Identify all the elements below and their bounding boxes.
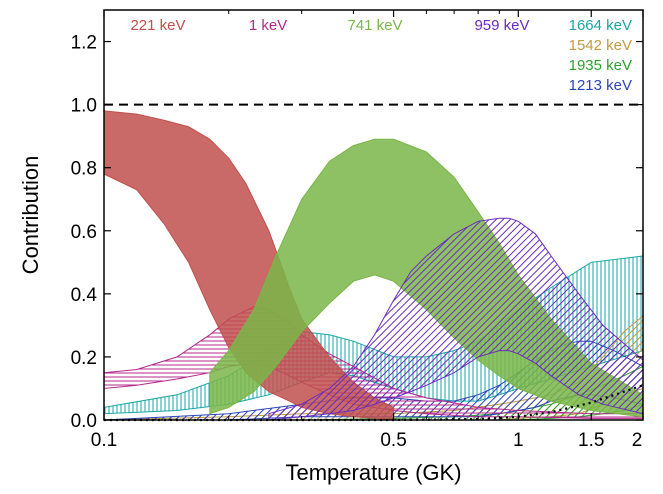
y-tick-label-4: 0.8 (71, 159, 97, 180)
label-959-kev: 959 keV (474, 17, 529, 34)
label-221-kev: 221 keV (130, 17, 185, 34)
y-tick-label-6: 1.2 (71, 33, 97, 54)
label-1664-kev: 1664 keV (569, 17, 632, 34)
series-labels: 221 keV 1 keV 741 keV 959 keV 1664 keV 1542 k… (130, 17, 632, 94)
x-tick-label-0: 0.1 (91, 430, 117, 451)
y-axis-title: Contribution (18, 156, 43, 275)
x-axis-title: Temperature (GK) (285, 460, 461, 485)
label-1-kev: 1 keV (249, 17, 287, 34)
series-areas (103, 110, 644, 421)
label-741-kev: 741 keV (347, 17, 402, 34)
y-tick-label-1: 0.2 (71, 348, 97, 369)
label-1213-kev: 1213 keV (569, 77, 632, 94)
plot-frame (103, 9, 644, 421)
y-tick-label-3: 0.6 (71, 222, 97, 243)
y-tick-label-0: 0.0 (71, 411, 97, 432)
label-1542-kev: 1542 keV (569, 37, 632, 54)
x-tick-label-2: 1 (513, 430, 524, 451)
x-tick-label-4: 2 (632, 430, 643, 451)
y-tick-label-2: 0.4 (71, 285, 98, 306)
axis-ticks: 0.0 0.2 0.4 0.6 0.8 1.0 1.2 0.1 0.5 1 1.5 2 (71, 10, 644, 451)
x-tick-label-1: 0.5 (380, 430, 406, 451)
x-tick-label-3: 1.5 (578, 430, 604, 451)
label-1935-kev: 1935 keV (569, 57, 632, 74)
y-tick-label-5: 1.0 (71, 96, 97, 117)
